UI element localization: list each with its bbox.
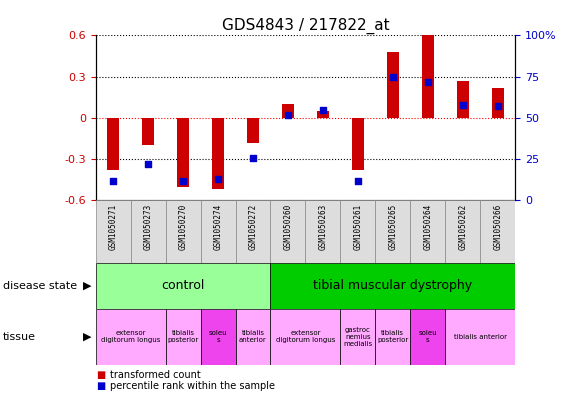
Title: GDS4843 / 217822_at: GDS4843 / 217822_at: [222, 18, 389, 34]
Text: extensor
digitorum longus: extensor digitorum longus: [276, 331, 335, 343]
Bar: [376, 200, 410, 263]
Bar: [445, 200, 480, 263]
Bar: [305, 200, 341, 263]
Text: transformed count: transformed count: [110, 370, 200, 380]
Bar: [177, 118, 189, 187]
Text: GSM1050266: GSM1050266: [493, 204, 502, 250]
Bar: [247, 118, 259, 143]
Bar: [376, 309, 410, 365]
Text: tibialis
anterior: tibialis anterior: [239, 331, 267, 343]
Bar: [270, 309, 341, 365]
Bar: [200, 309, 235, 365]
Text: ■: ■: [96, 370, 105, 380]
Text: GSM1050273: GSM1050273: [144, 204, 153, 250]
Bar: [270, 263, 515, 309]
Text: tibialis anterior: tibialis anterior: [454, 334, 507, 340]
Bar: [387, 52, 399, 118]
Bar: [341, 200, 376, 263]
Bar: [491, 88, 504, 118]
Bar: [235, 200, 270, 263]
Point: [213, 176, 222, 182]
Text: tibialis
posterior: tibialis posterior: [377, 331, 408, 343]
Point: [178, 178, 187, 184]
Text: control: control: [162, 279, 205, 292]
Text: soleu
s: soleu s: [209, 331, 227, 343]
Bar: [270, 200, 305, 263]
Point: [248, 154, 257, 161]
Text: GSM1050261: GSM1050261: [354, 204, 363, 250]
Point: [388, 73, 397, 80]
Text: tibial muscular dystrophy: tibial muscular dystrophy: [313, 279, 472, 292]
Bar: [142, 118, 154, 145]
Bar: [96, 309, 166, 365]
Bar: [107, 118, 119, 170]
Point: [319, 107, 328, 113]
Point: [144, 161, 153, 167]
Bar: [410, 200, 445, 263]
Text: GSM1050264: GSM1050264: [423, 204, 432, 250]
Text: GSM1050265: GSM1050265: [388, 204, 397, 250]
Text: GSM1050270: GSM1050270: [178, 204, 187, 250]
Text: GSM1050272: GSM1050272: [248, 204, 257, 250]
Text: extensor
digitorum longus: extensor digitorum longus: [101, 331, 160, 343]
Bar: [235, 309, 270, 365]
Point: [354, 178, 363, 184]
Text: GSM1050263: GSM1050263: [319, 204, 328, 250]
Bar: [131, 200, 166, 263]
Bar: [166, 200, 200, 263]
Point: [423, 79, 432, 85]
Text: soleu
s: soleu s: [418, 331, 437, 343]
Point: [458, 101, 467, 108]
Point: [283, 112, 292, 118]
Text: ▶: ▶: [83, 332, 92, 342]
Bar: [96, 200, 131, 263]
Bar: [341, 309, 376, 365]
Text: percentile rank within the sample: percentile rank within the sample: [110, 381, 275, 391]
Point: [109, 178, 118, 184]
Text: GSM1050262: GSM1050262: [458, 204, 467, 250]
Text: gastroc
nemius
medialis: gastroc nemius medialis: [343, 327, 373, 347]
Text: GSM1050271: GSM1050271: [109, 204, 118, 250]
Bar: [480, 200, 515, 263]
Text: ■: ■: [96, 381, 105, 391]
Point: [493, 103, 502, 110]
Text: disease state: disease state: [3, 281, 77, 291]
Bar: [445, 309, 515, 365]
Bar: [352, 118, 364, 170]
Text: GSM1050274: GSM1050274: [213, 204, 222, 250]
Text: tibialis
posterior: tibialis posterior: [167, 331, 199, 343]
Bar: [282, 104, 294, 118]
Bar: [457, 81, 469, 118]
Text: ▶: ▶: [83, 281, 92, 291]
Bar: [212, 118, 224, 189]
Text: GSM1050260: GSM1050260: [283, 204, 292, 250]
Bar: [96, 263, 270, 309]
Bar: [166, 309, 200, 365]
Bar: [200, 200, 235, 263]
Bar: [317, 111, 329, 118]
Bar: [422, 35, 434, 118]
Bar: [410, 309, 445, 365]
Text: tissue: tissue: [3, 332, 36, 342]
